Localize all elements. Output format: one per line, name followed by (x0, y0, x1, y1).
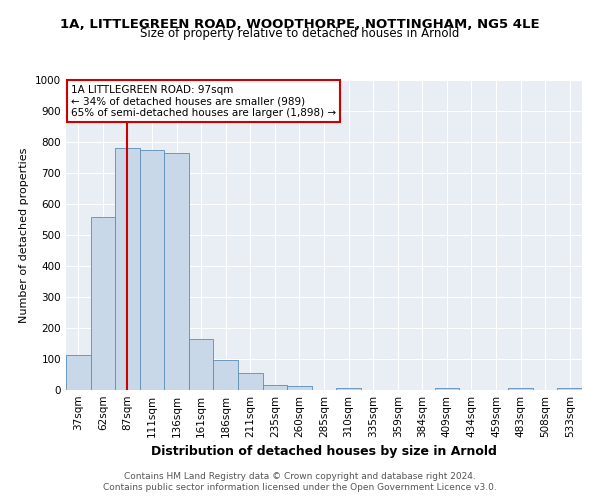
Bar (91, 218, 115, 390)
Bar (263, 384, 287, 390)
Bar (336, 388, 361, 390)
Bar (115, 148, 140, 390)
Bar (557, 388, 582, 390)
Text: Contains public sector information licensed under the Open Government Licence v3: Contains public sector information licen… (103, 484, 497, 492)
Bar (66, 355, 91, 390)
Text: Contains HM Land Registry data © Crown copyright and database right 2024.: Contains HM Land Registry data © Crown c… (124, 472, 476, 481)
Text: Size of property relative to detached houses in Arnold: Size of property relative to detached ho… (140, 28, 460, 40)
Bar (238, 374, 263, 390)
Bar (287, 386, 312, 390)
Bar (189, 339, 214, 390)
Y-axis label: Number of detached properties: Number of detached properties (19, 148, 29, 322)
Bar (508, 388, 533, 390)
Bar (214, 360, 238, 390)
Bar (140, 150, 164, 390)
Text: 1A, LITTLEGREEN ROAD, WOODTHORPE, NOTTINGHAM, NG5 4LE: 1A, LITTLEGREEN ROAD, WOODTHORPE, NOTTIN… (60, 18, 540, 30)
Text: 1A LITTLEGREEN ROAD: 97sqm
← 34% of detached houses are smaller (989)
65% of sem: 1A LITTLEGREEN ROAD: 97sqm ← 34% of deta… (71, 84, 336, 118)
Bar (434, 388, 459, 390)
X-axis label: Distribution of detached houses by size in Arnold: Distribution of detached houses by size … (151, 446, 497, 458)
Bar (164, 153, 189, 390)
